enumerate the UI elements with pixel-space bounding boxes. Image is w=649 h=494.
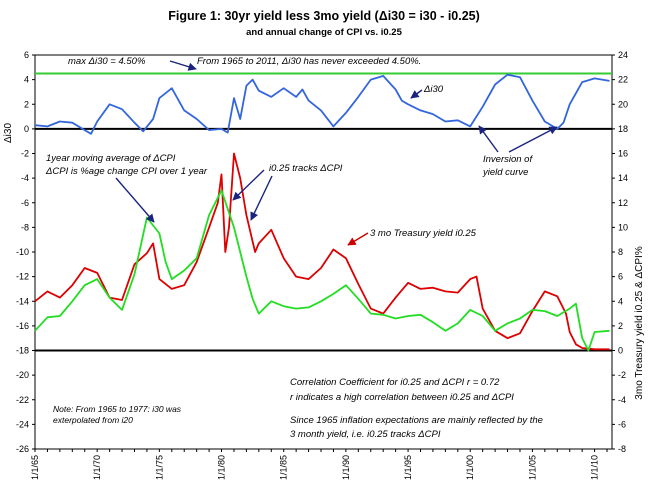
annotation-high-correlation: r indicates a high correlation between i… <box>290 392 514 403</box>
annotation-di30: Δi30 <box>423 84 444 95</box>
annotation-inversion: Inversion of <box>483 154 533 165</box>
x-tick-label: 1/1/75 <box>154 455 164 480</box>
chart-subtitle: and annual change of CPI vs. i0.25 <box>246 27 402 38</box>
x-tick-label: 1/1/70 <box>92 455 102 480</box>
series-lines <box>34 73 610 352</box>
x-tick-label: 1/1/80 <box>217 455 227 480</box>
x-tick-label: 1/1/90 <box>341 455 351 480</box>
y-tick-label-left: 6 <box>24 50 29 60</box>
arrow-di30 <box>410 89 423 99</box>
x-tick-label: 1/1/00 <box>465 455 475 480</box>
annotations: max Δi30 = 4.50% From 1965 to 2011, Δi30… <box>45 56 558 440</box>
annotation-three-month: 3 month yield, i.e. i0.25 tracks ΔCPI <box>290 429 441 440</box>
annotation-treasury: 3 mo Treasury yield i0.25 <box>370 228 477 239</box>
series-line <box>34 189 610 352</box>
y-tick-label-left: -6 <box>21 198 29 208</box>
y-tick-label-right: 18 <box>618 124 628 134</box>
annotation-never-exceeded: From 1965 to 2011, Δi30 has never exceed… <box>197 56 421 67</box>
arrow-max <box>169 60 197 71</box>
y-tick-label-right: 14 <box>618 173 628 183</box>
arrow-treasury <box>347 232 369 246</box>
y-tick-label-right: -6 <box>618 419 626 429</box>
annotation-tracks: i0.25 tracks ΔCPI <box>269 163 343 174</box>
y-tick-label-right: 0 <box>618 346 623 356</box>
y-tick-label-right: 2 <box>618 321 623 331</box>
y-tick-label-left: 2 <box>24 99 29 109</box>
y-tick-label-right: 6 <box>618 272 623 282</box>
y-tick-label-right: 20 <box>618 99 628 109</box>
arrow-inversion-1 <box>478 125 499 153</box>
y-tick-label-left: 4 <box>24 75 29 85</box>
y-tick-label-left: -12 <box>16 272 29 282</box>
y-tick-label-left: -26 <box>16 444 29 454</box>
x-tick-label: 1/1/10 <box>590 455 600 480</box>
x-tick-label: 1/1/85 <box>279 455 289 480</box>
x-tick-label: 1/1/05 <box>527 455 537 480</box>
arrow-cpi <box>115 177 155 223</box>
x-tick-label: 1/1/65 <box>30 455 40 480</box>
y-tick-label-left: -20 <box>16 370 29 380</box>
y-tick-label-right: 10 <box>618 222 628 232</box>
annotation-max: max Δi30 = 4.50% <box>68 56 146 67</box>
plot-area <box>34 54 613 450</box>
series-line <box>34 73 610 135</box>
y-tick-label-right: 12 <box>618 198 628 208</box>
y-tick-label-left: -10 <box>16 247 29 257</box>
y-tick-label-left: -16 <box>16 321 29 331</box>
y-tick-label-left: -2 <box>21 149 29 159</box>
y-tick-label-right: -2 <box>618 370 626 380</box>
y-tick-label-right: 8 <box>618 247 623 257</box>
y-tick-label-left: -18 <box>16 346 29 356</box>
y-axis-left-label: Δi30 <box>3 123 14 143</box>
chart-title: Figure 1: 30yr yield less 3mo yield (Δi3… <box>168 9 480 23</box>
y-axis-left: 6 4 2 0 -2 -4 -6 -8 -10 -12 -14 -16 -18 -20 -22 -24 -26 <box>16 50 35 454</box>
y-tick-label-right: 16 <box>618 149 628 159</box>
y-tick-label-left: -22 <box>16 395 29 405</box>
y-tick-label-right: -4 <box>618 395 626 405</box>
x-tick-label: 1/1/95 <box>403 455 413 480</box>
annotation-correlation: Correlation Coefficient for i0.25 and ΔC… <box>290 377 500 388</box>
arrow-inversion-2 <box>508 126 558 153</box>
arrow-tracks-2 <box>250 175 273 221</box>
y-axis-right-label: 3mo Treasury yield i0.25 & ΔCPI% <box>634 246 645 400</box>
y-tick-label-right: 4 <box>618 296 623 306</box>
series-line <box>34 152 610 351</box>
arrow-tracks-1 <box>232 169 265 201</box>
y-tick-label-left: -8 <box>21 222 29 232</box>
y-tick-label-right: 24 <box>618 50 628 60</box>
x-axis: 1/1/65 1/1/70 1/1/75 1/1/80 1/1/85 1/1/90 1/1/… <box>30 449 608 480</box>
annotation-expectations: Since 1965 inflation expectations are ma… <box>290 415 543 426</box>
note-line-2: exterpolated from i20 <box>53 415 133 425</box>
y-tick-label-left: -14 <box>16 296 29 306</box>
y-tick-label-right: -8 <box>618 444 626 454</box>
y-tick-label-left: 0 <box>24 124 29 134</box>
y-tick-label-right: 22 <box>618 75 628 85</box>
y-tick-label-left: -24 <box>16 419 29 429</box>
note-line-1: Note: From 1965 to 1977: i30 was <box>53 404 182 414</box>
annotation-moving-average: 1year moving average of ΔCPI <box>46 153 176 164</box>
annotation-cpi-definition: ΔCPI is %age change CPI over 1 year <box>45 166 208 177</box>
annotation-yield-curve: yield curve <box>482 167 528 178</box>
reference-lines <box>35 72 612 352</box>
y-tick-label-left: -4 <box>21 173 29 183</box>
